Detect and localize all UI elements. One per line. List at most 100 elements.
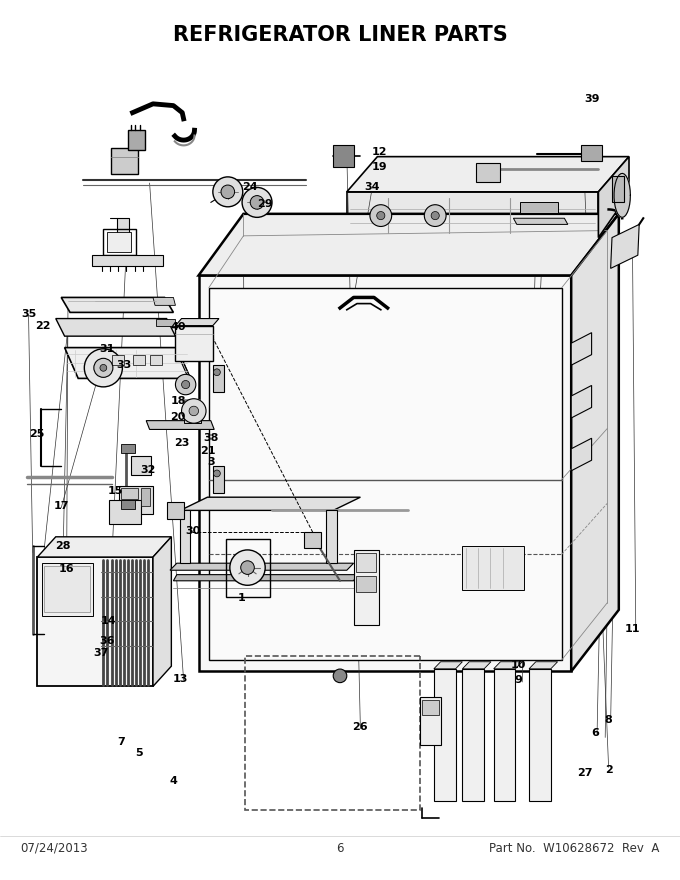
Polygon shape <box>462 669 484 801</box>
Polygon shape <box>571 438 592 471</box>
Text: 25: 25 <box>29 429 44 439</box>
Polygon shape <box>184 410 201 423</box>
Text: 35: 35 <box>21 309 36 319</box>
Polygon shape <box>65 348 190 378</box>
Polygon shape <box>121 444 135 453</box>
Polygon shape <box>304 532 321 548</box>
Polygon shape <box>175 319 219 326</box>
Polygon shape <box>44 566 90 612</box>
Polygon shape <box>199 214 619 275</box>
Text: 14: 14 <box>101 616 116 627</box>
Text: 26: 26 <box>353 722 368 732</box>
Circle shape <box>182 399 206 423</box>
Circle shape <box>84 348 122 387</box>
Circle shape <box>214 369 220 376</box>
Polygon shape <box>611 224 639 268</box>
Text: 23: 23 <box>175 437 190 448</box>
Polygon shape <box>170 563 354 570</box>
Text: 19: 19 <box>372 162 387 172</box>
Polygon shape <box>529 662 558 669</box>
Circle shape <box>213 177 243 207</box>
Polygon shape <box>153 537 171 686</box>
Polygon shape <box>494 669 515 801</box>
Text: 6: 6 <box>336 842 344 854</box>
Polygon shape <box>107 232 131 252</box>
Polygon shape <box>199 275 571 671</box>
Polygon shape <box>356 576 376 592</box>
Text: 29: 29 <box>258 199 273 209</box>
Polygon shape <box>119 486 153 514</box>
Text: 07/24/2013: 07/24/2013 <box>20 842 88 854</box>
Polygon shape <box>333 145 354 167</box>
Polygon shape <box>167 502 184 519</box>
Circle shape <box>377 211 385 220</box>
Polygon shape <box>494 662 522 669</box>
Text: 2: 2 <box>605 765 613 775</box>
Polygon shape <box>175 326 213 361</box>
Polygon shape <box>513 218 568 224</box>
Polygon shape <box>173 575 357 581</box>
Polygon shape <box>476 163 500 182</box>
Polygon shape <box>156 319 175 326</box>
Polygon shape <box>131 456 151 475</box>
Text: 28: 28 <box>56 540 71 551</box>
Polygon shape <box>209 288 562 660</box>
Bar <box>245 656 420 810</box>
Text: 21: 21 <box>200 445 215 456</box>
Polygon shape <box>133 355 145 365</box>
Polygon shape <box>42 563 93 616</box>
Text: 18: 18 <box>171 396 186 407</box>
Circle shape <box>333 669 347 683</box>
Circle shape <box>424 205 446 226</box>
Circle shape <box>189 407 199 415</box>
Circle shape <box>241 561 254 575</box>
Text: 32: 32 <box>141 465 156 475</box>
Polygon shape <box>153 297 175 305</box>
Text: Part No.  W10628672  Rev  A: Part No. W10628672 Rev A <box>489 842 660 854</box>
Polygon shape <box>434 669 456 801</box>
Polygon shape <box>180 497 360 510</box>
Polygon shape <box>462 546 524 590</box>
Polygon shape <box>121 488 138 499</box>
Text: 9: 9 <box>514 675 522 686</box>
Text: 30: 30 <box>185 525 200 536</box>
Circle shape <box>94 358 113 378</box>
Polygon shape <box>146 421 214 429</box>
Text: 20: 20 <box>171 412 186 422</box>
Text: 39: 39 <box>584 93 599 104</box>
Text: REFRIGERATOR LINER PARTS: REFRIGERATOR LINER PARTS <box>173 26 507 45</box>
Circle shape <box>230 550 265 585</box>
Polygon shape <box>347 192 598 238</box>
Circle shape <box>242 187 272 217</box>
Text: 40: 40 <box>171 322 186 333</box>
Polygon shape <box>117 218 129 238</box>
Text: 6: 6 <box>591 728 599 738</box>
Text: 36: 36 <box>99 635 114 646</box>
Polygon shape <box>356 553 376 572</box>
Polygon shape <box>112 355 124 365</box>
Text: 15: 15 <box>108 486 123 496</box>
Polygon shape <box>571 385 592 418</box>
Text: 5: 5 <box>135 748 143 759</box>
Polygon shape <box>571 214 619 671</box>
Polygon shape <box>56 319 175 336</box>
Polygon shape <box>354 550 379 625</box>
Circle shape <box>214 470 220 477</box>
Polygon shape <box>128 130 145 150</box>
Polygon shape <box>612 176 624 202</box>
Text: 3: 3 <box>207 457 215 467</box>
Polygon shape <box>213 365 224 392</box>
Text: 27: 27 <box>577 767 592 778</box>
Text: 1: 1 <box>237 593 245 604</box>
Circle shape <box>431 211 439 220</box>
Polygon shape <box>92 255 163 266</box>
Text: 33: 33 <box>116 360 131 370</box>
Polygon shape <box>598 157 629 238</box>
Polygon shape <box>141 488 150 506</box>
Text: 11: 11 <box>625 624 640 634</box>
Polygon shape <box>520 202 558 213</box>
Polygon shape <box>180 510 190 563</box>
Text: 8: 8 <box>605 715 613 725</box>
Text: 10: 10 <box>511 660 526 671</box>
Polygon shape <box>571 333 592 365</box>
